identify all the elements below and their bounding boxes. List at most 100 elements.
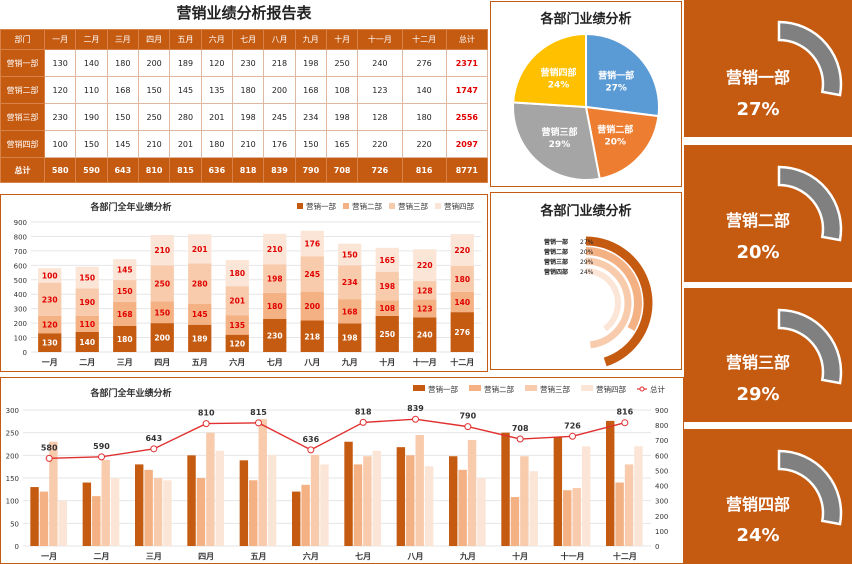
- y-tick-label: 0: [23, 349, 27, 357]
- stack-segment: [300, 291, 324, 321]
- table-cell: 250: [325, 49, 359, 77]
- combo-bar: [406, 455, 415, 546]
- table-cell: 220: [401, 130, 447, 158]
- stack-segment: [450, 291, 474, 313]
- x-tick-label: 九月: [341, 357, 358, 367]
- legend-label: 营销三部: [398, 201, 428, 211]
- data-label: 180: [454, 275, 470, 284]
- radial-arc: [585, 257, 632, 349]
- legend-label: 总计: [650, 384, 665, 394]
- table-cell: 168: [294, 76, 327, 104]
- table-cell: 200: [137, 49, 171, 77]
- y-tick-label: 900: [14, 219, 27, 227]
- table-cell: 180: [106, 49, 139, 77]
- legend-label: 营销二部: [484, 384, 514, 394]
- table-row: 营销三部 230 190 150 250 280 201 198 245 234 198 128 180…: [0, 103, 489, 131]
- data-label: 100: [42, 271, 58, 280]
- legend-label: 营销三部: [540, 384, 570, 394]
- data-label: 180: [117, 335, 133, 344]
- card-percent: 24%: [736, 525, 780, 546]
- y-tick-label: 100: [14, 335, 27, 343]
- combo-bar: [153, 478, 163, 546]
- stack-segment: [338, 299, 362, 324]
- x-tick-label: 三月: [117, 358, 133, 367]
- table-cell: 110: [75, 76, 108, 104]
- data-label: 120: [229, 339, 245, 348]
- stack-segment: [450, 265, 474, 292]
- stack-segment: [413, 317, 437, 352]
- combo-bar: [110, 478, 120, 546]
- data-label: 150: [79, 274, 95, 283]
- data-label: 145: [117, 266, 133, 275]
- stacked-bar-panel: 各部门全年业绩分析 营销一部 营销二部 营销三部 营销四部 0 100 200 300 400 50…: [0, 194, 488, 372]
- stack-segment: [75, 288, 99, 316]
- table-cell: 230: [231, 49, 265, 77]
- total-label: 636: [302, 435, 319, 444]
- combo-bar: [396, 447, 406, 546]
- x-tick-label: 八月: [407, 552, 424, 561]
- table-cell: 145: [169, 76, 202, 104]
- total-point: [255, 419, 262, 427]
- data-label: 190: [79, 298, 95, 307]
- combo-bar: [424, 466, 434, 546]
- table-cell: 280: [169, 103, 202, 131]
- legend-label: 营销四部: [444, 201, 474, 211]
- stack-segment: [188, 303, 212, 325]
- card-dept2: 营销二部 20%: [684, 145, 852, 282]
- radial-arc: [585, 236, 653, 367]
- stack-segment: [150, 301, 174, 324]
- combo-bar: [196, 478, 206, 546]
- y-tick-label: 800: [14, 233, 27, 241]
- combo-bar: [49, 441, 58, 546]
- x-tick-label: 十月: [512, 551, 528, 561]
- total-point: [202, 420, 210, 428]
- x-tick-label: 十月: [379, 357, 395, 367]
- table-cell: 276: [401, 49, 447, 77]
- total-point: [150, 445, 158, 453]
- sum-cell: 636: [200, 157, 233, 183]
- radial-percent: 29%: [580, 259, 594, 266]
- x-tick-label: 八月: [303, 358, 320, 367]
- stack-segment: [413, 281, 437, 300]
- pie-slice-percent: 29%: [549, 140, 571, 150]
- total-label: 580: [41, 443, 58, 452]
- data-label: 200: [154, 334, 170, 343]
- table-cell: 250: [137, 103, 171, 131]
- legend-label: 营销一部: [428, 384, 458, 394]
- table-header-cell: 九月: [294, 29, 327, 50]
- radial-label: 营销四部: [544, 268, 568, 276]
- table-cell: 120: [200, 49, 233, 77]
- sum-cell: 816: [401, 157, 447, 183]
- stack-segment: [150, 323, 174, 352]
- data-label: 120: [42, 321, 58, 330]
- table-cell: 240: [357, 49, 403, 77]
- pie-slice-label: 营销四部: [541, 67, 577, 79]
- table-cell: 140: [75, 49, 108, 77]
- total-point: [45, 454, 53, 462]
- combo-bar: [291, 491, 301, 546]
- data-label: 276: [454, 328, 470, 337]
- y-tick-label: 0: [15, 543, 19, 551]
- stack-segment: [225, 260, 249, 287]
- sum-cell: 839: [263, 157, 296, 183]
- y2-tick-label: 0: [655, 543, 659, 551]
- data-label: 198: [342, 334, 358, 343]
- combo-bar: [581, 446, 591, 546]
- x-tick-label: 一月: [41, 552, 57, 561]
- sum-label: 总计: [0, 157, 45, 183]
- table-cell: 190: [75, 103, 108, 131]
- y-tick-label: 400: [14, 291, 27, 299]
- combo-bar: [101, 459, 110, 546]
- card-dept4: 营销四部 24%: [684, 429, 852, 564]
- stack-segment: [225, 286, 249, 316]
- radial-panel: 各部门业绩分析 营销一部 27% 营销二部 20% 营销三部 29% 营销四部 24%: [490, 192, 682, 370]
- combo-bar: [572, 487, 581, 546]
- table-cell: 150: [137, 76, 171, 104]
- y-tick-label: 200: [14, 320, 27, 328]
- combo-bar: [267, 454, 277, 546]
- data-label: 201: [192, 245, 208, 254]
- y2-tick-label: 500: [655, 467, 668, 475]
- x-tick-label: 六月: [303, 551, 319, 561]
- sum-cell: 590: [75, 157, 108, 183]
- card-name: 营销一部: [725, 68, 790, 87]
